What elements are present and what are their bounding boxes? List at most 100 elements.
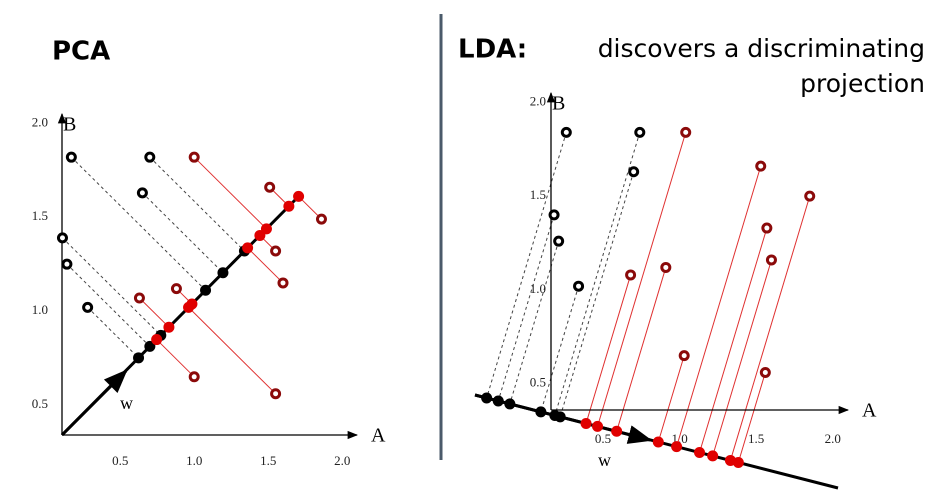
data-point — [170, 283, 182, 295]
x-tick-label: 1.0 — [186, 453, 202, 468]
subtitle: projection — [800, 69, 925, 98]
data-point — [804, 190, 816, 202]
projected-point — [694, 447, 706, 459]
y-tick-label: 1.0 — [32, 302, 48, 317]
projection-line — [585, 274, 632, 424]
x-axis-label: A — [371, 425, 386, 447]
data-point — [553, 235, 565, 247]
data-point — [65, 151, 77, 163]
data-point — [270, 388, 282, 400]
data-point — [315, 213, 327, 225]
data-point — [548, 209, 560, 221]
data-point — [680, 126, 692, 138]
projection-line — [554, 132, 641, 416]
x-tick-label: 0.5 — [595, 431, 611, 446]
y-tick-label: 0.5 — [32, 396, 48, 411]
projection-line — [66, 263, 151, 347]
projected-point — [671, 441, 683, 453]
projected-point — [217, 267, 229, 279]
projection-line — [540, 286, 580, 413]
projection-line — [87, 306, 139, 359]
projection-line — [139, 297, 170, 328]
data-point — [678, 350, 690, 362]
projection-line — [729, 196, 811, 461]
projected-point — [144, 340, 156, 352]
x-tick-label: 2.0 — [825, 431, 841, 446]
projected-point — [200, 284, 212, 296]
projected-point — [183, 301, 195, 313]
data-point — [136, 187, 148, 199]
projected-point — [611, 425, 623, 437]
projection-arrow — [60, 369, 128, 437]
axes: A B 0.5 1.0 1.5 2.0 0.5 1.0 1.5 2.0 w A B 0.5 1.0 1.5 2.… — [32, 91, 877, 490]
x-tick-label: 2.0 — [334, 453, 350, 468]
projected-point — [151, 334, 163, 346]
y-tick-label: 2.0 — [32, 114, 48, 129]
projection-line — [247, 247, 284, 284]
projection-label: w — [598, 450, 611, 470]
projected-point — [592, 420, 604, 432]
projected-point — [732, 456, 744, 468]
projection-line — [712, 259, 772, 457]
y-tick-label: 2.0 — [530, 93, 546, 108]
y-tick-label: 1.5 — [530, 187, 546, 202]
data-point — [133, 292, 145, 304]
projection-line — [676, 166, 762, 447]
data-point — [144, 151, 156, 163]
projection-line — [616, 267, 667, 432]
projected-point — [707, 450, 719, 462]
x-axis-label: A — [862, 400, 877, 422]
projected-point — [652, 436, 664, 448]
projected-point — [293, 190, 305, 202]
data-point — [573, 280, 585, 292]
data-point — [61, 258, 73, 270]
data-point — [188, 151, 200, 163]
x-tick-label: 1.5 — [748, 431, 764, 446]
data-point — [56, 232, 68, 244]
data-point — [270, 245, 282, 257]
data-point — [761, 222, 773, 234]
projection-lines — [62, 132, 811, 463]
data-point — [628, 166, 640, 178]
panel-title: PCA — [52, 37, 110, 67]
projection-line — [597, 132, 687, 427]
data-point — [560, 126, 572, 138]
projected-point — [283, 200, 295, 212]
data-point — [277, 277, 289, 289]
projection-line — [559, 171, 635, 417]
projected-point — [242, 242, 254, 254]
panel-title: LDA: — [458, 35, 527, 65]
projection-line — [193, 156, 267, 230]
y-tick-label: 1.5 — [32, 208, 48, 223]
projection-line — [497, 214, 555, 402]
data-point — [264, 181, 276, 193]
y-tick-label: 0.5 — [530, 375, 546, 390]
x-tick-label: 1.5 — [260, 453, 276, 468]
projection-line — [62, 237, 162, 336]
projection-line — [149, 156, 245, 252]
projected-point — [580, 417, 592, 429]
projection-line — [71, 156, 206, 291]
projection-line — [737, 372, 766, 463]
y-axis-label: B — [63, 114, 76, 136]
marks — [56, 126, 816, 468]
projected-point — [535, 406, 547, 418]
projection-label: w — [120, 393, 133, 413]
projected-point — [492, 395, 504, 407]
data-point — [188, 371, 200, 383]
data-point — [759, 366, 771, 378]
projection-line — [657, 355, 685, 443]
projection-line — [486, 132, 567, 399]
projection-line — [156, 339, 195, 378]
projected-point — [133, 352, 145, 364]
projected-point — [254, 229, 266, 241]
data-point — [755, 160, 767, 172]
projection-line — [509, 241, 560, 405]
x-tick-label: 0.5 — [112, 453, 128, 468]
data-point — [660, 261, 672, 273]
y-axis-label: B — [552, 93, 565, 115]
data-point — [634, 126, 646, 138]
subtitle: discovers a discriminating — [598, 34, 925, 63]
projected-point — [554, 411, 566, 423]
